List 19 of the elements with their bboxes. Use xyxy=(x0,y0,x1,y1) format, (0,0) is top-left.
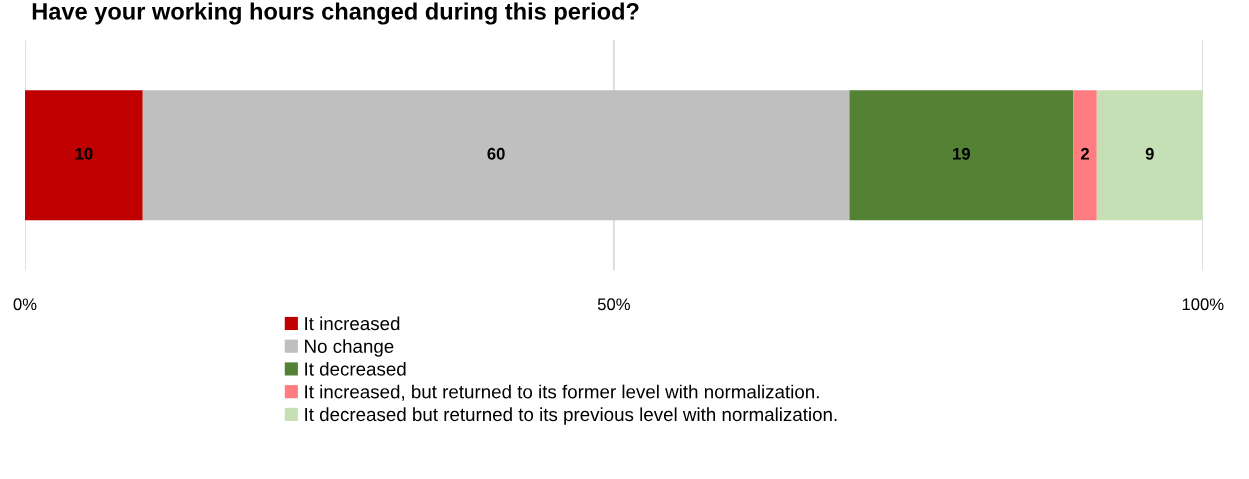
bar xyxy=(849,90,1074,221)
bar xyxy=(142,90,850,221)
legend-label: It decreased xyxy=(305,361,406,376)
bar xyxy=(1073,90,1097,221)
data-label: 19 xyxy=(953,147,970,160)
legend-label: No change xyxy=(305,339,394,357)
legend-label: It increased, but returned to its former level with normalization. xyxy=(305,384,819,401)
bar xyxy=(1096,90,1203,221)
x-tick-label: 100% xyxy=(1182,298,1224,311)
x-tick-label: 50% xyxy=(597,298,630,311)
x-tick-label: 0% xyxy=(13,298,37,311)
data-label: 10 xyxy=(75,147,93,160)
legend-label: It increased xyxy=(305,316,400,331)
data-label: 60 xyxy=(487,147,505,160)
data-label: 2 xyxy=(1080,147,1089,160)
data-label: 9 xyxy=(1145,147,1154,160)
bar xyxy=(24,90,143,221)
chart-title: Have your working hours changed during this period? xyxy=(32,2,639,25)
legend-label: It decreased but returned to its previous level with normalization. xyxy=(305,407,837,425)
